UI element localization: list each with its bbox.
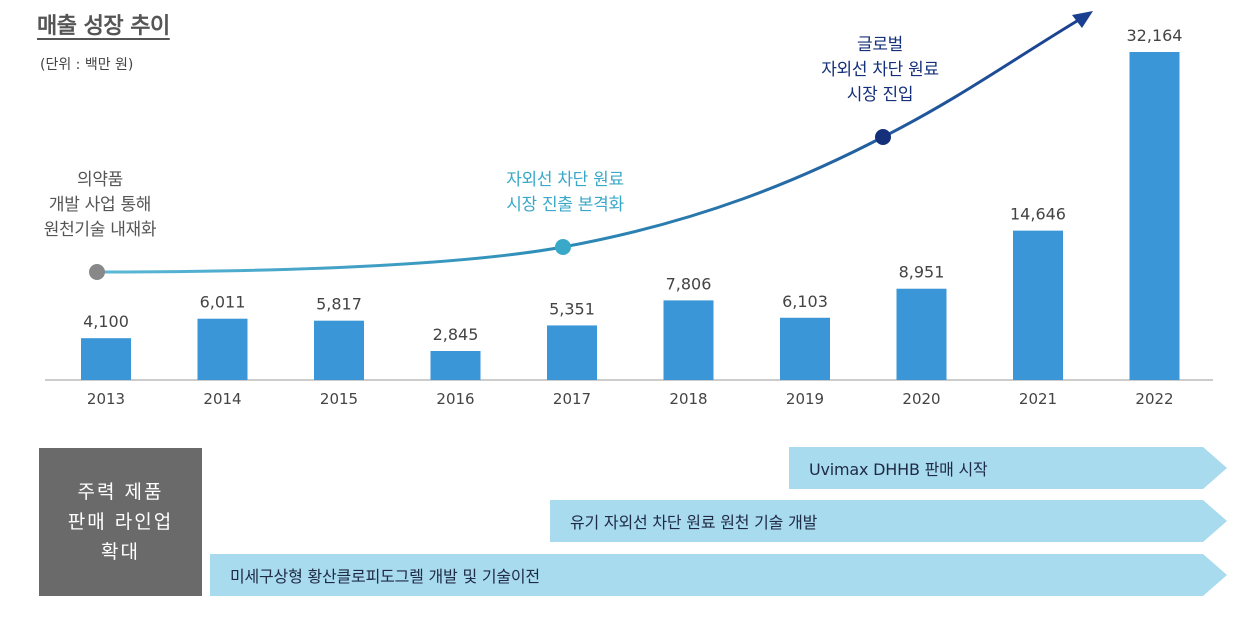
value-label-2017: 5,351 xyxy=(549,299,595,318)
lineup-box: 주력 제품 판매 라인업 확대 xyxy=(39,448,202,596)
value-label-2021: 14,646 xyxy=(1010,205,1066,224)
growth-arrowhead-icon xyxy=(1072,11,1093,28)
lineup-box-label: 주력 제품 판매 라인업 확대 xyxy=(67,481,174,563)
x-tick-2016: 2016 xyxy=(436,390,474,408)
revenue-chart: 4,100 2013 6,011 2014 5,817 2015 2,845 2016 5,35… xyxy=(45,11,1213,408)
growth-curve xyxy=(96,16,1083,274)
x-tick-2015: 2015 xyxy=(320,390,358,408)
lineup-arrow-1: Uvimax DHHB 판매 시작 xyxy=(789,447,1227,489)
milestone-dot-3 xyxy=(875,129,891,145)
value-label-2018: 7,806 xyxy=(666,274,712,293)
x-tick-2017: 2017 xyxy=(553,390,591,408)
bar-2013 xyxy=(81,338,131,380)
bar-2018 xyxy=(663,300,714,380)
x-tick-2022: 2022 xyxy=(1135,390,1173,408)
milestone-annotation-1: 의약품 개발 사업 통해 원천기술 내재화 xyxy=(43,170,157,240)
bar-2014 xyxy=(197,318,248,380)
x-tick-2014: 2014 xyxy=(203,390,241,408)
bar-2016 xyxy=(430,350,481,380)
x-tick-2021: 2021 xyxy=(1019,390,1057,408)
bar-2015 xyxy=(314,320,364,380)
value-label-2020: 8,951 xyxy=(899,263,945,282)
x-tick-2019: 2019 xyxy=(786,390,824,408)
bar-2022 xyxy=(1129,52,1180,380)
x-tick-2013: 2013 xyxy=(87,390,125,408)
x-tick-2018: 2018 xyxy=(669,390,707,408)
value-label-2019: 6,103 xyxy=(782,292,828,311)
value-label-2014: 6,011 xyxy=(200,293,246,312)
bar-2020 xyxy=(896,288,947,380)
bar-2021 xyxy=(1013,230,1063,380)
milestone-dot-1 xyxy=(89,264,105,280)
lineup-arrow-3: 미세구상형 황산클로피도그렐 개발 및 기술이전 xyxy=(210,554,1227,596)
value-label-2022: 32,164 xyxy=(1127,26,1183,45)
chart-title: 매출 성장 추이 xyxy=(37,14,170,39)
unit-label: (단위 : 백만 원) xyxy=(40,57,134,73)
x-tick-2020: 2020 xyxy=(902,390,940,408)
bar-2017 xyxy=(547,325,597,380)
lineup-arrow-2: 유기 자외선 차단 원료 원천 기술 개발 xyxy=(550,500,1227,542)
value-label-2016: 2,845 xyxy=(433,325,479,344)
milestone-dot-2 xyxy=(555,239,571,255)
milestone-annotation-2: 자외선 차단 원료 시장 진출 본격화 xyxy=(506,170,624,215)
milestone-annotation-3: 글로벌 자외선 차단 원료 시장 진입 xyxy=(821,35,939,105)
value-label-2013: 4,100 xyxy=(83,312,129,331)
value-label-2015: 5,817 xyxy=(316,295,362,314)
bar-2019 xyxy=(780,317,830,380)
